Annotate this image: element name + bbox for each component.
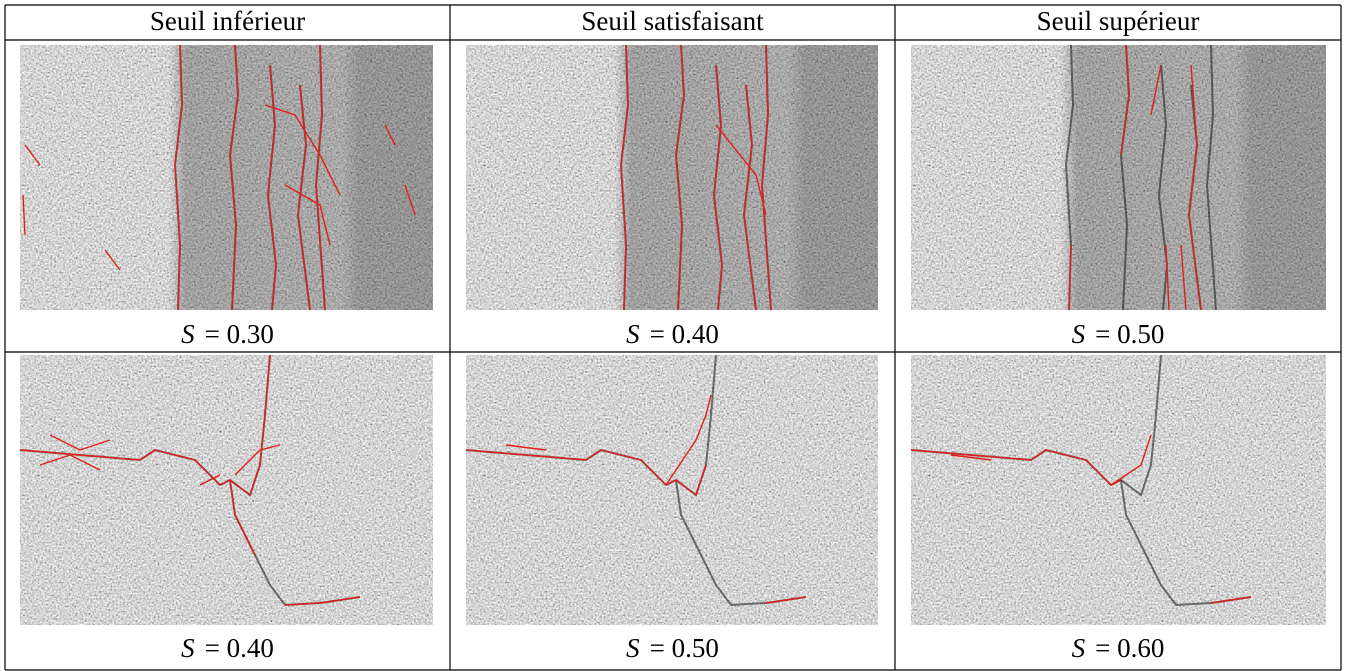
crack-overlay (174, 44, 183, 311)
caption-value: = 0.50 (650, 633, 719, 663)
crack-overlay (1165, 244, 1170, 311)
crack-overlay (19, 354, 271, 497)
crack-overlay (505, 444, 547, 451)
crack-overlay (715, 124, 767, 216)
caption: S = 0.40 (181, 633, 274, 663)
crack-overlay (1110, 434, 1152, 486)
crack-overlay (284, 184, 331, 246)
crack-overlay (765, 596, 807, 604)
crack-overlay (199, 474, 221, 486)
crack-overlay (229, 44, 239, 311)
caption: S = 0.50 (626, 633, 719, 663)
pavement-image (466, 44, 878, 311)
crack-overlay (404, 184, 416, 216)
crack-overlay (297, 84, 311, 311)
crack-overlay (1150, 64, 1162, 116)
pavement-image (910, 354, 1326, 625)
crack-overlay (22, 194, 26, 236)
caption: S = 0.30 (181, 319, 274, 349)
crack-overlay (620, 44, 629, 311)
caption-value: = 0.30 (205, 319, 274, 349)
crack-overlay (384, 124, 396, 146)
caption: S = 0.60 (1072, 633, 1165, 663)
crack-overlay (665, 394, 712, 486)
crack-overlay (1188, 64, 1202, 311)
caption-symbol: S (181, 633, 195, 663)
caption: S = 0.40 (626, 319, 719, 349)
table-borders (4, 4, 1342, 671)
column-header: Seuil supérieur (1037, 6, 1200, 36)
pavement-image (19, 354, 433, 625)
crack-overlay (1210, 596, 1252, 604)
caption-symbol: S (626, 319, 640, 349)
crack-overlay (950, 454, 992, 461)
pavement-image (20, 44, 433, 311)
caption: S = 0.50 (1072, 319, 1165, 349)
column-header: Seuil inférieur (150, 6, 305, 36)
pavement-image (465, 354, 878, 625)
caption-symbol: S (626, 633, 640, 663)
crack-overlay (234, 444, 281, 476)
crack-overlay (465, 449, 707, 497)
pavement-image (911, 44, 1326, 311)
crack-overlay (104, 249, 121, 271)
caption-value: = 0.40 (205, 633, 274, 663)
caption-symbol: S (1072, 633, 1086, 663)
caption-value: = 0.60 (1095, 633, 1164, 663)
crack-overlay (267, 64, 277, 311)
crack-overlay (49, 434, 111, 451)
crack-overlay (1068, 244, 1072, 311)
crack-overlay (39, 454, 101, 471)
crack-overlay (229, 479, 256, 556)
crack-overlay (284, 596, 361, 606)
crack-overlay (713, 64, 723, 311)
crack-overlay (315, 44, 326, 311)
caption-value: = 0.40 (650, 319, 719, 349)
crack-overlay (761, 44, 772, 311)
caption-symbol: S (181, 319, 195, 349)
crack-overlay (264, 104, 341, 196)
caption-value: = 0.50 (1095, 319, 1164, 349)
crack-overlay (1180, 244, 1187, 311)
column-header: Seuil satisfaisant (581, 6, 764, 36)
caption-symbol: S (1072, 319, 1086, 349)
crack-overlay (675, 44, 685, 311)
crack-overlay (743, 84, 757, 311)
crack-overlay (24, 144, 41, 166)
crack-overlay (1120, 44, 1130, 156)
